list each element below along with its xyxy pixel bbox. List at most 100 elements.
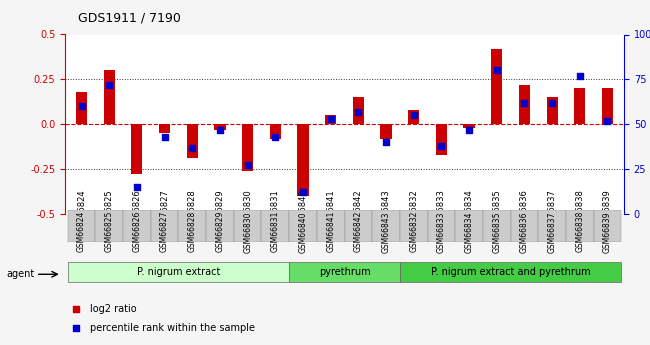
- Text: GSM66841: GSM66841: [326, 211, 335, 253]
- Bar: [214, 124, 226, 130]
- Text: GSM66826: GSM66826: [133, 211, 142, 253]
- Point: [214, 127, 225, 132]
- Text: GSM66836: GSM66836: [520, 211, 529, 253]
- Bar: [104, 70, 115, 124]
- Text: GSM66836: GSM66836: [520, 189, 529, 235]
- Text: GSM66830: GSM66830: [243, 211, 252, 253]
- Point: [77, 104, 87, 109]
- Text: percentile rank within the sample: percentile rank within the sample: [90, 323, 255, 333]
- Point: [104, 82, 114, 88]
- Text: GSM66829: GSM66829: [215, 189, 224, 235]
- Text: GSM66826: GSM66826: [133, 189, 142, 235]
- Bar: [159, 124, 170, 133]
- FancyBboxPatch shape: [179, 210, 206, 241]
- Text: GSM66838: GSM66838: [575, 189, 584, 235]
- Text: GSM66830: GSM66830: [243, 189, 252, 235]
- Point: [547, 100, 557, 106]
- Point: [242, 163, 253, 168]
- Text: GSM66842: GSM66842: [354, 189, 363, 235]
- Bar: [187, 124, 198, 158]
- Point: [381, 139, 391, 145]
- Point: [187, 145, 198, 150]
- FancyBboxPatch shape: [96, 210, 123, 241]
- Point: [602, 118, 612, 124]
- FancyBboxPatch shape: [400, 210, 428, 241]
- Text: GSM66840: GSM66840: [298, 211, 307, 253]
- Text: GSM66841: GSM66841: [326, 189, 335, 235]
- FancyBboxPatch shape: [400, 262, 621, 282]
- Text: log2 ratio: log2 ratio: [90, 304, 136, 314]
- FancyBboxPatch shape: [455, 210, 483, 241]
- Bar: [325, 115, 336, 124]
- FancyBboxPatch shape: [344, 210, 372, 241]
- Bar: [408, 110, 419, 124]
- FancyBboxPatch shape: [538, 210, 566, 241]
- Text: GSM66828: GSM66828: [188, 189, 197, 235]
- Text: GDS1911 / 7190: GDS1911 / 7190: [78, 11, 181, 24]
- Text: GSM66834: GSM66834: [465, 211, 474, 253]
- FancyBboxPatch shape: [510, 210, 538, 241]
- Point: [575, 73, 585, 79]
- Text: GSM66842: GSM66842: [354, 211, 363, 253]
- Bar: [519, 85, 530, 124]
- Text: GSM66843: GSM66843: [382, 211, 391, 253]
- FancyBboxPatch shape: [151, 210, 179, 241]
- Text: GSM66839: GSM66839: [603, 189, 612, 235]
- Bar: [298, 124, 309, 196]
- FancyBboxPatch shape: [234, 210, 261, 241]
- Text: GSM66824: GSM66824: [77, 189, 86, 235]
- Text: P. nigrum extract: P. nigrum extract: [136, 267, 220, 277]
- Text: GSM66832: GSM66832: [410, 189, 418, 235]
- Bar: [353, 97, 364, 124]
- FancyBboxPatch shape: [593, 210, 621, 241]
- Text: GSM66828: GSM66828: [188, 211, 197, 252]
- Bar: [602, 88, 613, 124]
- FancyBboxPatch shape: [289, 210, 317, 241]
- Point: [436, 143, 447, 148]
- Text: GSM66831: GSM66831: [271, 211, 280, 253]
- FancyBboxPatch shape: [428, 210, 455, 241]
- Point: [270, 134, 281, 139]
- Point: [408, 112, 419, 118]
- Text: GSM66832: GSM66832: [410, 211, 418, 253]
- Text: GSM66829: GSM66829: [215, 211, 224, 253]
- Text: agent: agent: [6, 269, 34, 279]
- FancyBboxPatch shape: [483, 210, 510, 241]
- FancyBboxPatch shape: [206, 210, 234, 241]
- Text: GSM66825: GSM66825: [105, 189, 114, 235]
- Text: GSM66827: GSM66827: [160, 211, 169, 253]
- Point: [298, 190, 308, 195]
- FancyBboxPatch shape: [317, 210, 345, 241]
- Bar: [463, 124, 474, 128]
- Text: GSM66824: GSM66824: [77, 211, 86, 253]
- FancyBboxPatch shape: [289, 262, 400, 282]
- Point: [491, 68, 502, 73]
- Point: [464, 127, 474, 132]
- Text: GSM66825: GSM66825: [105, 211, 114, 253]
- Text: pyrethrum: pyrethrum: [318, 267, 370, 277]
- FancyBboxPatch shape: [68, 262, 289, 282]
- Text: GSM66843: GSM66843: [382, 189, 391, 235]
- Point: [519, 100, 530, 106]
- Point: [326, 116, 336, 121]
- Point: [159, 134, 170, 139]
- Text: GSM66833: GSM66833: [437, 211, 446, 253]
- Bar: [131, 124, 142, 175]
- FancyBboxPatch shape: [123, 210, 151, 241]
- Text: GSM66827: GSM66827: [160, 189, 169, 235]
- Bar: [242, 124, 254, 171]
- Text: GSM66839: GSM66839: [603, 211, 612, 253]
- Bar: [574, 88, 585, 124]
- FancyBboxPatch shape: [68, 210, 96, 241]
- FancyBboxPatch shape: [566, 210, 593, 241]
- Bar: [380, 124, 391, 139]
- Text: P. nigrum extract and pyrethrum: P. nigrum extract and pyrethrum: [431, 267, 590, 277]
- Bar: [436, 124, 447, 155]
- Point: [132, 184, 142, 190]
- Point: [441, 220, 451, 226]
- Bar: [76, 92, 87, 124]
- FancyBboxPatch shape: [261, 210, 289, 241]
- Text: GSM66837: GSM66837: [547, 211, 556, 253]
- Point: [353, 109, 363, 115]
- Text: GSM66835: GSM66835: [492, 211, 501, 253]
